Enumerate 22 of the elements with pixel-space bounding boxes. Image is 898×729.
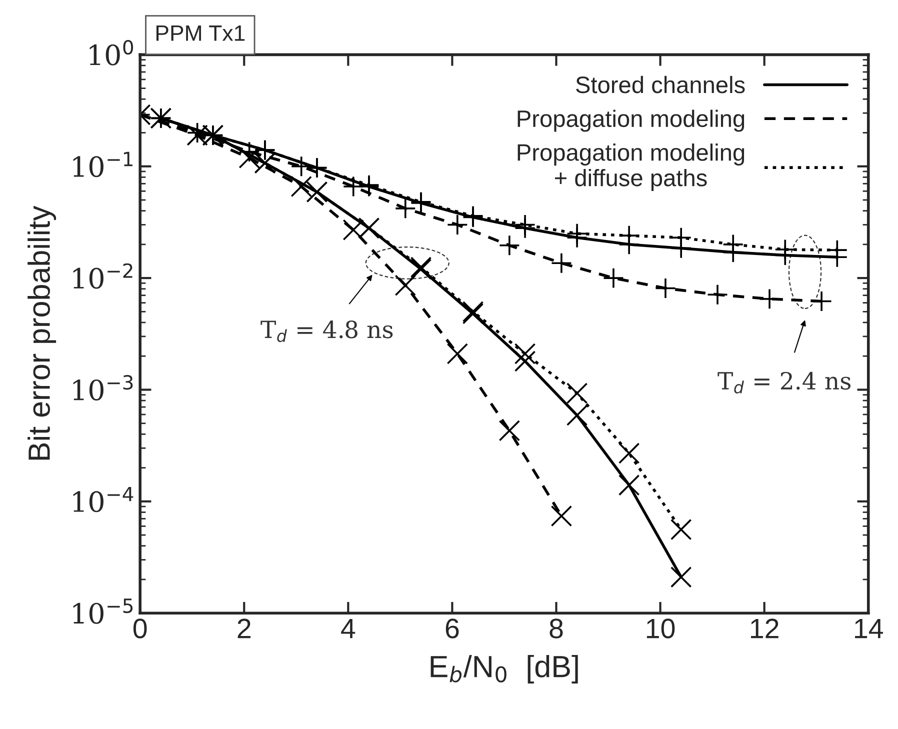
- y-tick-label: 10$^{−4}$: [73, 486, 134, 512]
- x-axis-title: E$_{b}$/N$_{0}$ [dB]: [430, 654, 578, 684]
- y-tick-label: 10$^{−1}$: [73, 152, 132, 178]
- y-tick-label: 10$^{−3}$: [73, 375, 133, 400]
- x-tick-label: 10: [646, 618, 675, 638]
- x-tick-label: 4: [341, 618, 356, 638]
- x-tick-label: 2: [238, 618, 250, 638]
- annotation: T$_{d}$ = 4.8 ns: [260, 320, 393, 342]
- x-tick-label: 12: [750, 618, 778, 638]
- y-tick-label: 10$^{−5}$: [73, 598, 133, 624]
- legend-label: Propagation modeling + diffuse paths: [518, 144, 744, 191]
- y-tick-label: 10$^{−2}$: [73, 263, 132, 289]
- y-axis-title: Bit error probability: [28, 206, 56, 460]
- x-tick-label: 14: [855, 618, 884, 638]
- legend-label: Propagation modeling: [518, 110, 744, 132]
- x-tick-label: 6: [446, 618, 459, 638]
- x-tick-label: 8: [550, 618, 563, 638]
- annotation: T$_{d}$ = 2.4 ns: [718, 372, 851, 394]
- y-tick-label: 10$^{0}$: [90, 40, 134, 66]
- chart-title: PPM Tx1: [156, 26, 245, 41]
- x-tick-label: 0: [133, 618, 147, 638]
- legend-label: Stored channels: [576, 76, 745, 94]
